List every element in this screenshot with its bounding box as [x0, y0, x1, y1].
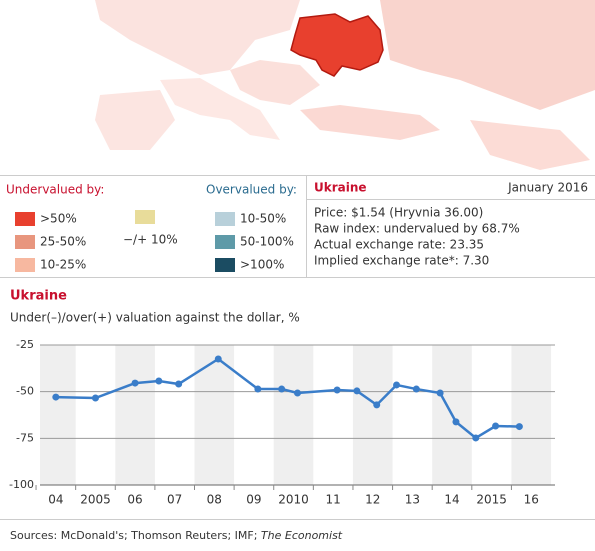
panel-date: January 2016 — [507, 181, 588, 195]
legend-under-title: Undervalued by: — [6, 183, 104, 197]
data-point — [175, 380, 183, 388]
data-point — [155, 377, 163, 385]
data-point — [52, 393, 60, 401]
legend-swatch — [215, 212, 235, 226]
data-point — [91, 394, 99, 402]
data-point — [294, 389, 301, 397]
year-band — [115, 345, 155, 485]
x-tick-label: 08 — [207, 493, 222, 507]
data-point — [393, 381, 401, 389]
data-point — [353, 387, 361, 395]
map-land — [380, 0, 595, 110]
x-tick-label: 12 — [365, 493, 380, 507]
map-land — [230, 60, 320, 105]
data-point — [492, 422, 500, 430]
data-point — [131, 379, 139, 387]
x-tick-label: 07 — [167, 493, 182, 507]
data-point — [278, 385, 286, 393]
x-tick-label: 14 — [444, 493, 459, 507]
y-tick-label: -25 — [16, 338, 34, 351]
legend-label: 50-100% — [240, 235, 294, 249]
x-tick-label: 11 — [326, 493, 341, 507]
y-tick-label: -75 — [16, 431, 34, 444]
map-ukraine — [290, 13, 384, 77]
map — [0, 0, 595, 176]
data-point — [412, 385, 420, 393]
x-tick-label: 04 — [48, 493, 63, 507]
legend-label: 25-50% — [40, 235, 86, 249]
map-land — [95, 90, 175, 150]
legend: Undervalued by: Overvalued by: — [6, 176, 307, 277]
legend-label: 10-50% — [240, 212, 286, 226]
map-land — [160, 78, 280, 140]
year-band — [194, 345, 235, 485]
legend-over-title: Overvalued by: — [206, 183, 297, 197]
legend-label: 10-25% — [40, 258, 86, 272]
panel-line: Raw index: undervalued by 68.7% — [314, 222, 520, 236]
plot: -25 -50 -75 -100 04 2005 06 07 08 09 2010 11 12 13 14 2… — [9, 338, 555, 507]
data-point — [436, 389, 444, 397]
data-point — [515, 423, 523, 431]
x-tick-label: 06 — [127, 493, 142, 507]
x-tick-label: 2010 — [278, 493, 309, 507]
legend-label: −/+ 10% — [123, 233, 178, 247]
legend-label: >50% — [40, 212, 77, 226]
info-panel: Ukraine January 2016 — [307, 181, 595, 200]
panel-line: Price: $1.54 (Hryvnia 36.00) — [314, 206, 483, 220]
map-land — [300, 105, 440, 140]
y-tick-label: -50 — [16, 385, 34, 398]
legend-label: >100% — [240, 258, 284, 272]
legend-swatch — [15, 235, 35, 249]
legend-swatch — [135, 210, 155, 224]
year-band — [511, 345, 552, 485]
data-point — [373, 401, 381, 409]
legend-swatch — [15, 258, 35, 272]
chart-title: Ukraine — [10, 289, 67, 304]
publisher: The Economist — [261, 529, 343, 542]
sources: Sources: McDonald's; Thomson Reuters; IM… — [10, 529, 257, 542]
data-point — [472, 434, 480, 442]
year-band — [352, 345, 393, 485]
x-tick-label: 2005 — [80, 493, 111, 507]
x-tick-label: 09 — [246, 493, 261, 507]
footer-sources: Sources: McDonald's; Thomson Reuters; IM… — [10, 529, 343, 542]
y-tick-label: -100 — [9, 478, 34, 491]
x-tick-label: 2015 — [476, 493, 507, 507]
panel-country: Ukraine — [314, 181, 367, 195]
panel-line: Implied exchange rate*: 7.30 — [314, 254, 489, 268]
year-band — [40, 345, 76, 485]
panel-line: Actual exchange rate: 23.35 — [314, 238, 484, 252]
data-point — [254, 385, 262, 393]
legend-swatch — [215, 258, 235, 272]
data-point — [214, 355, 222, 363]
data-point — [452, 418, 460, 426]
data-point — [333, 386, 341, 394]
x-tick-label: 13 — [405, 493, 420, 507]
year-band — [273, 345, 314, 485]
map-land — [95, 0, 300, 75]
x-tick-label: 16 — [524, 493, 539, 507]
legend-swatch — [15, 212, 35, 226]
chart-subtitle: Under(–)/over(+) valuation against the d… — [10, 311, 300, 325]
map-land — [470, 120, 590, 170]
legend-swatch — [215, 235, 235, 249]
